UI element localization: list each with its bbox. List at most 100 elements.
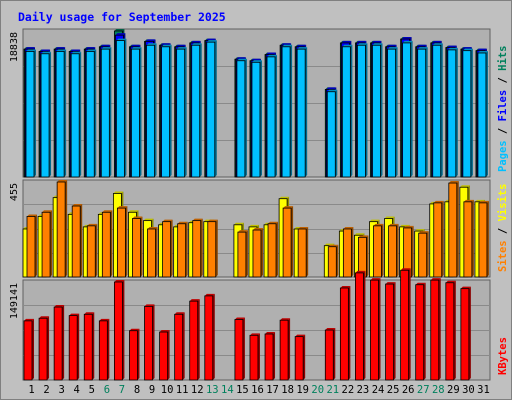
bar-side <box>350 44 353 178</box>
bar-side <box>79 51 82 178</box>
bar-top <box>265 332 276 335</box>
bar-top <box>85 47 96 50</box>
x-tick-label: 16 <box>251 384 264 396</box>
bar-top <box>128 210 139 213</box>
bar-top <box>463 199 474 202</box>
bar-pages-day-7 <box>115 40 125 178</box>
bar-top <box>69 313 80 316</box>
bar-top <box>159 330 170 333</box>
bar-side <box>410 40 413 177</box>
bar-side <box>378 278 381 380</box>
bar-side <box>336 244 339 277</box>
bar-sites-day-15 <box>237 231 247 278</box>
bar-side <box>50 210 53 277</box>
bar-top <box>418 231 429 234</box>
bar-kbytes-day-11 <box>174 313 184 381</box>
x-axis-day-labels: 1 2 3 4 5 6 7 8 9 10 11 12 13 14 15 16 17 18 19 20 21 22 23 24 2… <box>28 384 489 396</box>
bar-sites-day-22 <box>342 228 352 278</box>
bar-side <box>438 278 441 380</box>
bar-top <box>235 57 246 60</box>
bar-sites-day-28 <box>433 202 443 278</box>
bar-top <box>414 229 425 232</box>
bar-kbytes-day-29 <box>445 282 455 381</box>
x-tick-label: 8 <box>134 384 140 396</box>
bar-kbytes-day-21 <box>324 329 334 381</box>
bar-top <box>387 47 398 50</box>
bar-top <box>204 293 215 296</box>
bar-side <box>125 206 128 277</box>
bar-top <box>417 47 428 50</box>
bar-side <box>440 43 443 177</box>
bar-top <box>24 318 34 321</box>
bar-top <box>354 233 365 236</box>
bar-top <box>40 49 51 52</box>
bar-top <box>249 333 260 336</box>
bar-top <box>237 230 248 233</box>
bar-top <box>415 282 426 285</box>
bar-side <box>348 286 351 380</box>
panel-hits-files-pages: 18838 Pages / Files / Hits <box>9 28 509 178</box>
x-tick-label: 20 <box>311 384 324 396</box>
legend-separator: / <box>497 121 509 140</box>
bar-top <box>190 40 201 43</box>
bar-side <box>276 221 279 277</box>
x-tick-label: 19 <box>296 384 309 396</box>
bar-top <box>326 87 337 90</box>
bar-top <box>251 60 262 63</box>
legend-entry-sites: Sites <box>497 240 509 272</box>
bar-kbytes-day-25 <box>385 283 394 381</box>
bar-top <box>174 312 185 315</box>
bar-top <box>55 47 66 50</box>
bar-top <box>145 39 156 42</box>
bar-sites-day-2 <box>41 211 51 278</box>
legend-entry-hits: Hits <box>497 46 509 71</box>
x-tick-label: 5 <box>89 384 95 396</box>
bar-top <box>115 33 126 36</box>
bar-side <box>380 43 383 177</box>
bar-side <box>257 333 260 380</box>
legend-separator: / <box>497 71 509 90</box>
bar-top <box>357 43 368 46</box>
bar-pages-day-25 <box>387 48 396 178</box>
bar-top <box>266 52 277 55</box>
bar-sites-day-24 <box>373 225 382 278</box>
bar-top <box>41 51 52 54</box>
bar-side <box>34 49 36 178</box>
legend-separator: / <box>497 221 509 240</box>
bar-side <box>366 235 369 277</box>
bar-pages-day-15 <box>236 60 246 178</box>
bar-top <box>162 219 173 222</box>
x-tick-label: 3 <box>58 384 64 396</box>
bar-side <box>212 293 215 380</box>
bar-side <box>214 40 217 177</box>
bar-side <box>242 317 245 380</box>
bar-kbytes-day-22 <box>339 287 349 381</box>
legend-entry-pages: Pages <box>497 140 509 172</box>
bar-side <box>245 230 248 277</box>
bar-top <box>403 225 414 228</box>
bar-side <box>291 206 294 277</box>
bar-side <box>306 226 309 277</box>
bar-top <box>327 89 338 92</box>
bar-pages-day-21 <box>326 91 336 178</box>
bar-sites-day-29 <box>448 182 458 278</box>
bar-side <box>94 49 97 178</box>
bar-top <box>72 204 83 207</box>
bar-pages-day-26 <box>402 42 412 178</box>
bar-top <box>99 318 110 321</box>
bar-side <box>200 218 203 277</box>
bar-top <box>385 282 396 285</box>
bar-top <box>147 226 158 229</box>
bar-side <box>470 48 473 177</box>
bar-pages-day-19 <box>296 48 306 178</box>
bar-pages-day-6 <box>100 48 110 178</box>
bar-top <box>431 40 442 43</box>
x-tick-label: 10 <box>161 384 174 396</box>
bar-top <box>370 278 381 281</box>
bar-side <box>273 332 276 380</box>
bar-side <box>381 223 384 277</box>
bar-side <box>363 270 366 380</box>
x-tick-label: 24 <box>372 384 385 396</box>
bar-top <box>461 47 472 50</box>
bar-kbytes-day-2 <box>38 317 48 381</box>
